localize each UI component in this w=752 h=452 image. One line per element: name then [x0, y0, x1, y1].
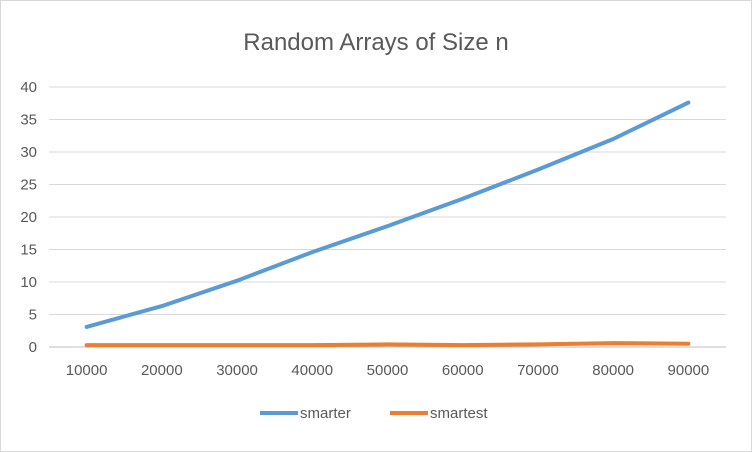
grid-lines [49, 86, 726, 348]
x-tick-label: 20000 [141, 362, 183, 379]
y-tick-label: 20 [20, 209, 37, 226]
y-tick-label: 10 [20, 274, 37, 291]
y-tick-label: 40 [20, 79, 37, 96]
x-tick-label: 50000 [367, 362, 409, 379]
x-axis-ticks: 10000 20000 30000 40000 50000 60000 70000 80000… [66, 362, 709, 379]
x-tick-label: 40000 [291, 362, 333, 379]
legend-label-smarter: smarter [300, 405, 351, 422]
y-axis-ticks: 0 5 10 15 20 25 30 35 40 [20, 79, 37, 356]
y-tick-label: 5 [29, 307, 37, 324]
x-tick-label: 90000 [668, 362, 710, 379]
chart-title: Random Arrays of Size n [243, 29, 508, 56]
legend: smarter smartest [260, 405, 488, 422]
x-tick-label: 10000 [66, 362, 108, 379]
y-tick-label: 15 [20, 242, 37, 259]
y-tick-label: 25 [20, 177, 37, 194]
series-line-smarter [84, 100, 691, 329]
x-tick-label: 30000 [216, 362, 258, 379]
y-tick-label: 35 [20, 112, 37, 129]
y-tick-label: 0 [29, 339, 37, 356]
y-tick-label: 30 [20, 144, 37, 161]
series-line-smartest [84, 341, 691, 348]
x-tick-label: 70000 [517, 362, 559, 379]
series-lines [84, 100, 691, 348]
x-tick-label: 80000 [592, 362, 634, 379]
legend-label-smartest: smartest [430, 405, 488, 422]
x-tick-label: 60000 [442, 362, 484, 379]
